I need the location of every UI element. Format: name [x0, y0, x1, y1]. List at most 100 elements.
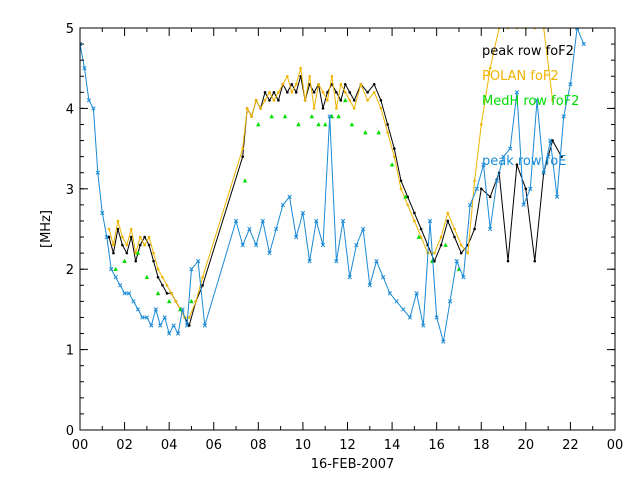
data-point-2-26	[443, 242, 448, 247]
data-point-1-15	[174, 300, 178, 303]
data-point-2-15	[323, 121, 328, 127]
data-point-1-64	[473, 179, 476, 183]
data-point-3-12	[131, 299, 136, 304]
data-point-1-23	[250, 115, 253, 118]
data-point-1-50	[379, 107, 383, 110]
legend-entry-0: peak row foF2	[482, 44, 574, 59]
data-point-0-71	[533, 259, 537, 263]
data-point-0-18	[187, 324, 191, 327]
data-point-0-55	[413, 211, 416, 215]
x-tick-label-9: 18	[473, 438, 490, 453]
y-axis-label: [MHz]	[39, 210, 54, 248]
data-point-3-66	[488, 226, 493, 232]
data-point-2-21	[376, 130, 381, 135]
data-point-3-39	[307, 259, 312, 264]
data-point-0-51	[386, 123, 389, 126]
data-point-0-39	[321, 107, 325, 110]
data-point-3-23	[180, 307, 185, 312]
data-point-2-2	[135, 250, 141, 255]
data-point-2-7	[189, 298, 194, 304]
data-point-0-3	[121, 243, 124, 247]
data-point-0-40	[326, 91, 329, 94]
data-point-0-2	[116, 227, 120, 231]
data-point-0-43	[339, 99, 343, 102]
data-point-3-35	[280, 202, 286, 208]
data-point-3-56	[421, 323, 426, 328]
data-point-0-45	[348, 91, 352, 94]
data-point-3-70	[514, 90, 520, 95]
data-point-0-44	[343, 82, 347, 86]
data-point-3-67	[494, 178, 500, 183]
data-point-0-9	[147, 243, 151, 247]
data-point-2-5	[166, 298, 172, 304]
data-point-1-2	[116, 219, 120, 223]
data-point-1-25	[259, 107, 262, 110]
data-point-0-11	[156, 275, 160, 279]
data-point-0-37	[312, 91, 316, 94]
data-point-1-13	[165, 283, 169, 287]
x-tick-label-7: 14	[384, 438, 401, 453]
data-point-0-48	[366, 91, 369, 94]
data-point-1-29	[277, 91, 280, 94]
data-point-1-8	[143, 243, 146, 247]
data-point-1-5	[129, 227, 133, 231]
data-point-3-47	[360, 226, 366, 232]
data-point-1-52	[393, 155, 396, 158]
data-point-3-18	[158, 323, 163, 328]
data-point-0-59	[439, 243, 443, 247]
data-point-0-73	[551, 139, 554, 142]
data-point-3-16	[149, 323, 154, 328]
data-point-3-74	[541, 170, 546, 175]
x-tick-label-11: 22	[562, 438, 579, 453]
data-point-3-44	[340, 218, 346, 224]
data-point-3-5	[100, 210, 105, 216]
data-point-3-2	[86, 98, 92, 103]
data-point-3-51	[387, 291, 393, 296]
data-point-1-18	[187, 316, 191, 319]
data-point-0-49	[372, 82, 376, 86]
data-point-1-51	[386, 131, 389, 134]
legend: peak row foF2 POLAN foF2 MedH row foF2 peak…	[482, 44, 579, 169]
data-point-0-64	[473, 227, 476, 231]
axes: 00 02 04 06 08 10 12 14 16 18 20 22 0001234516-FEB-2…	[39, 22, 623, 472]
data-point-1-40	[326, 99, 329, 102]
data-point-2-23	[403, 194, 408, 199]
x-tick-label-10: 20	[518, 438, 535, 453]
x-tick-label-1: 02	[116, 438, 133, 453]
data-point-3-64	[474, 186, 479, 191]
data-point-1-53	[399, 187, 403, 191]
data-point-3-31	[253, 242, 259, 248]
data-point-3-68	[501, 154, 506, 159]
data-point-3-80	[581, 41, 586, 47]
data-point-3-52	[394, 299, 399, 304]
data-point-2-24	[416, 234, 422, 239]
data-point-0-7	[138, 243, 142, 247]
data-point-3-20	[167, 331, 172, 336]
data-point-0-1	[112, 251, 115, 255]
data-point-3-40	[314, 218, 319, 224]
data-point-3-34	[274, 226, 279, 232]
data-point-1-3	[121, 235, 124, 239]
data-point-3-60	[447, 299, 453, 304]
data-point-1-63	[466, 251, 470, 255]
data-point-0-28	[272, 91, 276, 94]
data-point-3-14	[140, 315, 145, 320]
data-point-1-28	[272, 99, 276, 102]
data-point-2-12	[296, 121, 301, 127]
data-point-0-69	[515, 163, 519, 166]
y-tick-label-1: 1	[66, 344, 74, 359]
data-point-1-21	[241, 147, 245, 150]
data-point-1-46	[352, 107, 356, 110]
data-point-0-32	[290, 82, 294, 86]
data-point-1-0	[107, 227, 111, 231]
data-point-1-60	[446, 211, 450, 215]
y-tick-label-0: 0	[66, 424, 74, 439]
data-point-0-50	[379, 99, 383, 102]
y-tick-label-4: 4	[66, 102, 74, 117]
data-point-0-6	[134, 259, 138, 263]
data-point-2-20	[363, 130, 368, 135]
data-point-1-44	[343, 91, 347, 94]
data-point-3-4	[95, 170, 100, 175]
x-tick-label-6: 12	[339, 438, 356, 453]
data-point-3-54	[407, 315, 413, 320]
